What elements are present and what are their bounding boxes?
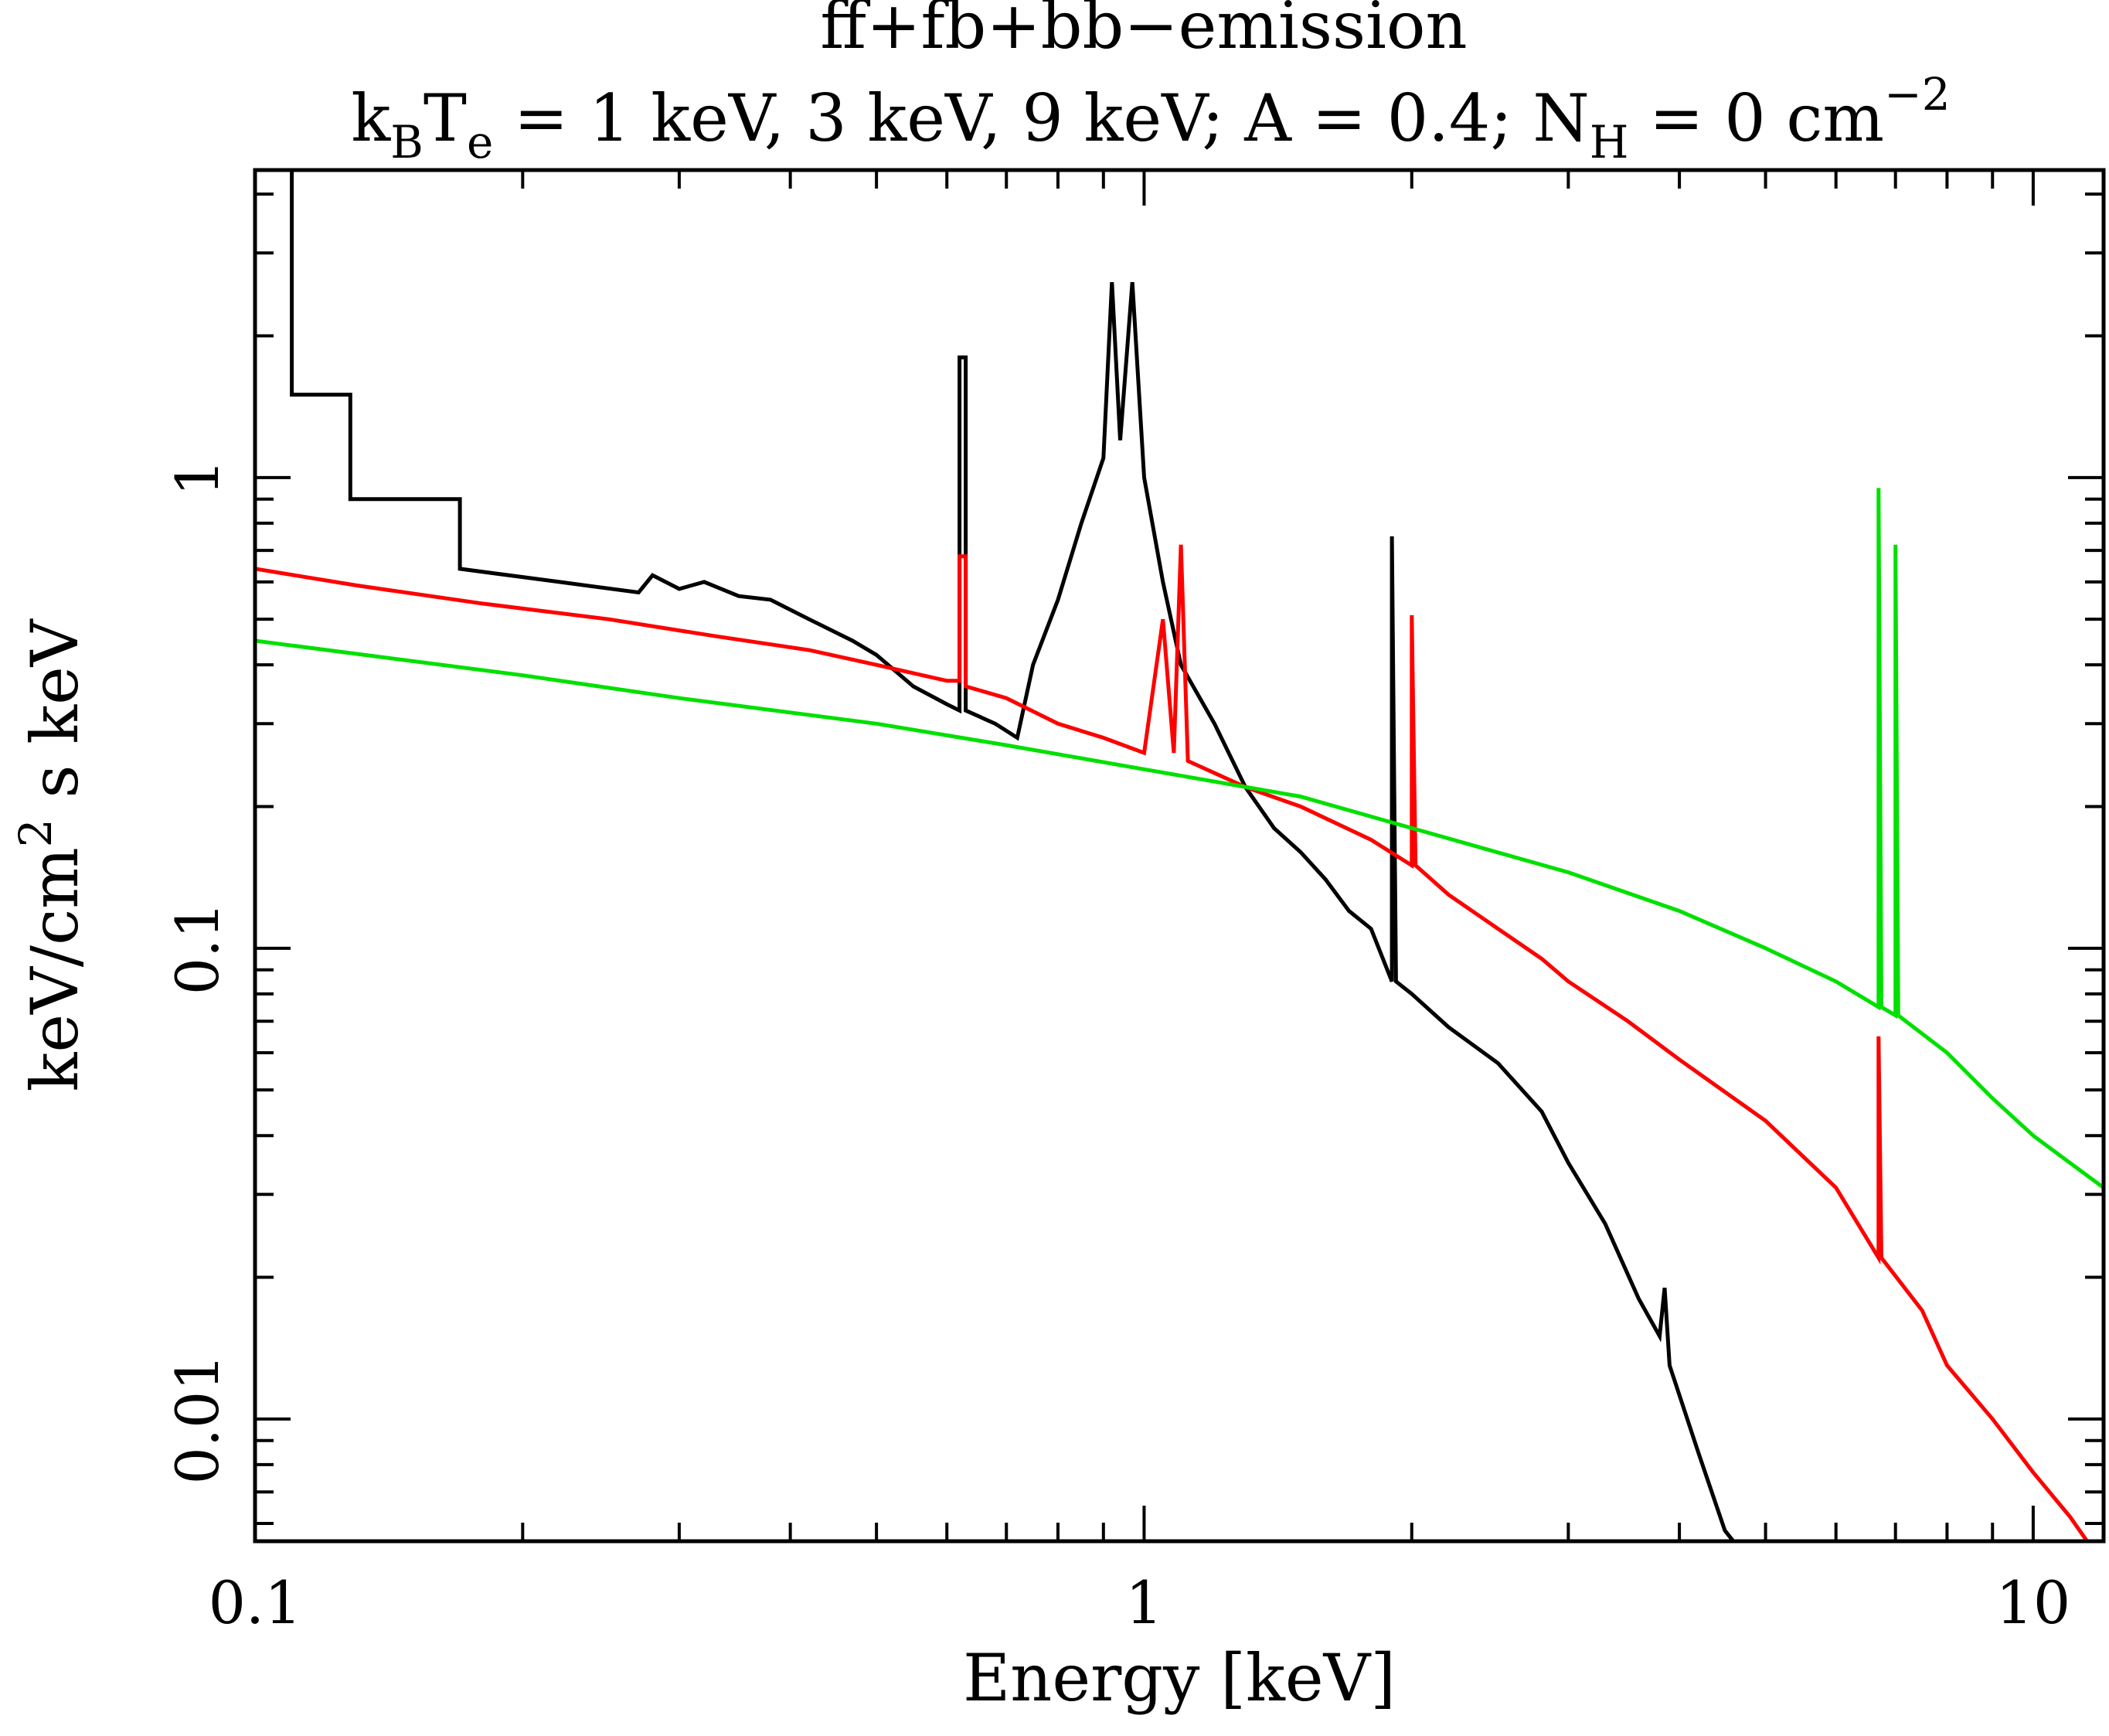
plot-frame (253, 168, 2106, 1544)
series-line-2 (255, 544, 2089, 1541)
x-tick-label: 1 (1125, 1568, 1162, 1637)
y-tick-labels: 0.01 0.1 1 (163, 459, 232, 1485)
axis-ticks (253, 170, 2104, 1541)
x-axis-label: Energy [keV] (963, 1640, 1396, 1716)
y-axis-label: keV/cm2 s keV (9, 618, 93, 1091)
y-tick-label: 0.01 (163, 1353, 232, 1484)
x-tick-labels: 0.1 1 10 (209, 1568, 2071, 1637)
chart-title: ff+fb+bb−emission (820, 0, 1467, 63)
x-tick-label: 0.1 (209, 1568, 302, 1637)
x-tick-label: 10 (1996, 1568, 2071, 1637)
series-line-1 (255, 170, 1735, 1541)
series-layer (255, 170, 2104, 1541)
y-tick-label: 1 (163, 459, 232, 496)
chart-subtitle: kBTe = 1 keV, 3 keV, 9 keV; A = 0.4; NH … (351, 68, 1950, 168)
series-line-3 (255, 488, 2104, 1190)
y-tick-label: 0.1 (163, 901, 232, 995)
